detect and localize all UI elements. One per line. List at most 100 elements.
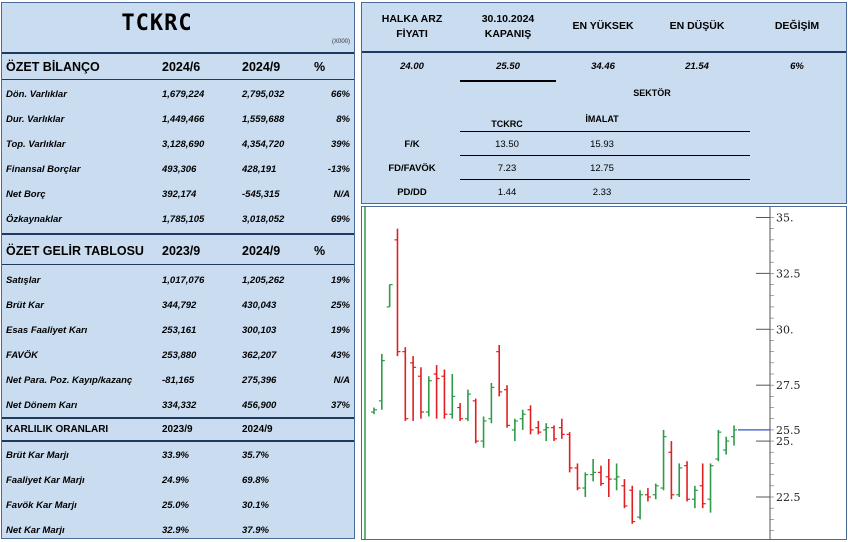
row-label: Net Dönem Karı <box>6 400 78 411</box>
sector-metric-sector: 12.75 <box>590 163 614 174</box>
divider <box>2 233 354 235</box>
unit-note: (X000) <box>331 39 350 45</box>
divider <box>362 51 846 53</box>
sector-divider <box>460 131 750 132</box>
row-value-1: 493,306 <box>162 164 197 175</box>
row-value-1: 392,174 <box>162 189 197 200</box>
sector-col1: TCKRC <box>491 119 523 129</box>
row-label: Dur. Varlıklar <box>6 114 65 125</box>
y-tick-label: 27.5 <box>776 379 801 392</box>
sector-metric-tckrc: 1.44 <box>497 187 517 198</box>
row-value-1: 33.9% <box>162 450 189 461</box>
last-price-label: 25.5 <box>776 424 801 437</box>
row-value-2: 2,795,032 <box>242 89 285 100</box>
close-price-header: 30.10.2024 KAPANIŞ <box>460 12 556 42</box>
sector-title: SEKTÖR <box>633 88 671 98</box>
low-price: 21.54 <box>685 61 709 72</box>
balance-col2: 2024/9 <box>242 60 281 74</box>
sector-metric-tckrc: 13.50 <box>495 139 519 150</box>
change-value: 6% <box>790 61 804 72</box>
sector-col2: İMALAT <box>585 114 619 124</box>
divider <box>2 79 354 80</box>
row-percent: N/A <box>333 375 350 386</box>
row-label: Favök Kar Marjı <box>6 500 77 511</box>
row-percent: 25% <box>330 300 350 311</box>
income-col3: % <box>314 244 326 258</box>
y-tick-label: 30. <box>776 323 794 336</box>
income-col2: 2024/9 <box>242 244 281 258</box>
price-chart: 35. 32.5 30. 27.5 25. 22.5 25.5 <box>361 206 847 540</box>
summary-panel: TCKRC (X000) ÖZET BİLANÇO 2024/6 2024/9 … <box>1 2 355 539</box>
row-value-1: -81,165 <box>162 375 195 386</box>
row-label: Finansal Borçlar <box>6 164 81 175</box>
balance-title: ÖZET BİLANÇO <box>6 60 100 74</box>
row-value-2: 275,396 <box>242 375 277 386</box>
row-value-2: 37.9% <box>242 525 269 536</box>
row-value-2: 1,559,688 <box>242 114 285 125</box>
row-value-1: 344,792 <box>162 300 197 311</box>
ticker-header: TCKRC (X000) <box>2 3 354 51</box>
divider <box>2 440 354 442</box>
sector-metric-sector: 2.33 <box>592 187 612 198</box>
y-tick-label: 22.5 <box>776 491 801 504</box>
row-value-2: 428,191 <box>242 164 277 175</box>
row-value-1: 32.9% <box>162 525 189 536</box>
divider <box>2 264 354 265</box>
row-percent: 19% <box>330 275 350 286</box>
ipo-header-line1: HALKA ARZ <box>381 13 443 25</box>
row-value-2: 300,103 <box>242 325 277 336</box>
ipo-price: 24.00 <box>400 61 424 72</box>
row-label: Dön. Varlıklar <box>6 89 67 100</box>
change-header: DEĞİŞİM <box>774 20 820 32</box>
balance-col1: 2024/6 <box>162 60 201 74</box>
y-tick-label: 35. <box>776 211 794 224</box>
income-title: ÖZET GELİR TABLOSU <box>6 244 144 258</box>
y-tick-label: 25. <box>776 435 794 448</box>
balance-col3: % <box>314 60 326 74</box>
row-value-1: 1,449,466 <box>162 114 205 125</box>
row-label: Brüt Kar Marjı <box>6 450 69 461</box>
row-percent: -13% <box>327 164 350 175</box>
row-percent: 19% <box>330 325 350 336</box>
divider <box>2 417 354 419</box>
row-percent: 43% <box>330 350 350 361</box>
row-label: Brüt Kar <box>6 300 45 311</box>
close-underline <box>460 80 556 82</box>
row-value-1: 253,161 <box>162 325 197 336</box>
price-chart-svg: 35. 32.5 30. 27.5 25. 22.5 25.5 <box>364 207 801 539</box>
close-header-line2: KAPANIŞ <box>484 28 532 40</box>
row-value-2: 3,018,052 <box>242 214 285 225</box>
row-percent: 39% <box>330 139 350 150</box>
close-price: 25.50 <box>496 61 520 72</box>
row-percent: 37% <box>330 400 350 411</box>
row-label: Esas Faaliyet Karı <box>6 325 88 336</box>
sector-metric-label: FD/FAVÖK <box>388 163 436 174</box>
row-value-1: 1,785,105 <box>162 214 205 225</box>
row-percent: 69% <box>330 214 350 225</box>
close-header-line1: 30.10.2024 <box>481 13 535 25</box>
low-header: EN DÜŞÜK <box>669 20 725 32</box>
row-label: Faaliyet Kar Marjı <box>6 475 85 486</box>
row-value-2: 1,205,262 <box>242 275 285 286</box>
sector-metric-label: F/K <box>404 139 420 150</box>
row-label: Özkaynaklar <box>6 214 62 225</box>
sector-metric-tckrc: 7.23 <box>497 163 517 174</box>
row-label: Net Borç <box>6 189 46 200</box>
row-value-2: 430,043 <box>242 300 277 311</box>
ipo-header-line2: FİYATI <box>396 28 428 40</box>
income-col1: 2023/9 <box>162 244 201 258</box>
high-price: 34.46 <box>591 61 615 72</box>
row-value-1: 3,128,690 <box>162 139 205 150</box>
price-sector-panel: HALKA ARZ FİYATI 30.10.2024 KAPANIŞ EN Y… <box>361 2 847 204</box>
row-value-1: 1,679,224 <box>162 89 205 100</box>
profitability-col2: 2024/9 <box>242 424 273 435</box>
row-label: Net Kar Marjı <box>6 525 65 536</box>
profitability-title: KARLILIK ORANLARI <box>6 424 109 435</box>
row-value-1: 24.9% <box>162 475 189 486</box>
ipo-price-header: HALKA ARZ FİYATI <box>372 12 452 42</box>
y-tick-label: 32.5 <box>776 267 801 280</box>
row-value-2: -545,315 <box>242 189 280 200</box>
sector-metric-sector: 15.93 <box>590 139 614 150</box>
row-value-1: 334,332 <box>162 400 197 411</box>
row-value-1: 1,017,076 <box>162 275 205 286</box>
